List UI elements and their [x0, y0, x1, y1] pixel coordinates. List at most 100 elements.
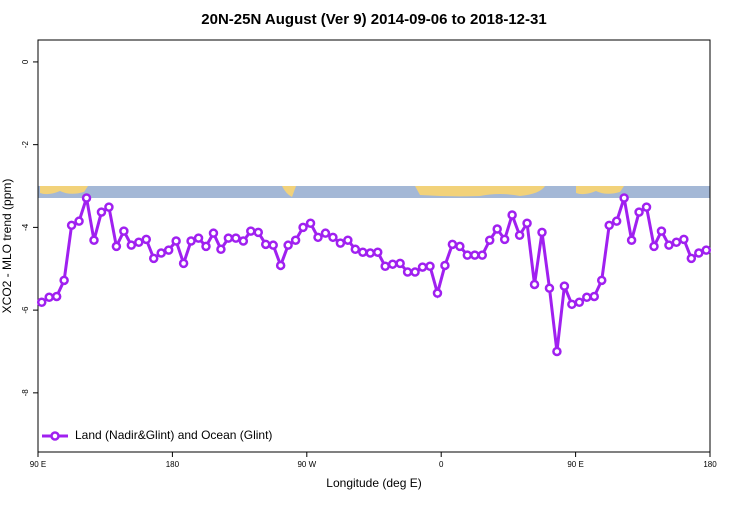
point — [432, 288, 443, 298]
point — [537, 227, 547, 238]
plot-frame — [37, 39, 711, 453]
legend-label: Land (Nadir&Glint) and Ocean (Glint) — [75, 428, 272, 442]
point — [365, 248, 376, 258]
point — [104, 202, 114, 212]
point — [455, 241, 465, 252]
point — [686, 253, 697, 264]
point — [402, 267, 413, 277]
point — [74, 216, 84, 226]
point — [634, 207, 644, 217]
point — [492, 224, 502, 234]
point — [223, 233, 234, 243]
point — [559, 281, 570, 291]
x-tick-label: 180 — [166, 460, 180, 469]
point — [694, 248, 704, 258]
point — [701, 245, 712, 255]
point — [216, 244, 226, 255]
y-tick-label: 0 — [21, 59, 30, 64]
point — [425, 261, 435, 272]
point — [514, 230, 525, 240]
y-tick-label: -2 — [21, 141, 30, 149]
point — [186, 236, 196, 246]
point — [253, 227, 264, 238]
point — [275, 260, 286, 271]
point — [619, 193, 629, 203]
y-tick-label: -8 — [21, 389, 30, 397]
point — [522, 218, 532, 228]
point — [664, 240, 674, 250]
point — [96, 207, 107, 217]
point — [89, 235, 99, 245]
point — [163, 245, 174, 255]
point — [208, 228, 219, 238]
point — [417, 262, 428, 272]
point — [246, 226, 256, 236]
y-tick-label: -6 — [21, 306, 30, 314]
point — [171, 236, 181, 246]
point — [626, 235, 637, 245]
point — [477, 250, 488, 260]
point — [641, 202, 652, 212]
point — [596, 275, 607, 286]
point — [320, 228, 331, 238]
point — [66, 220, 77, 231]
point — [193, 233, 204, 243]
point — [305, 218, 316, 228]
point — [51, 291, 62, 302]
x-axis-label: Longitude (deg E) — [326, 476, 421, 490]
point — [148, 253, 159, 264]
point — [335, 238, 346, 248]
point — [372, 247, 383, 257]
point — [567, 299, 577, 310]
point — [119, 226, 129, 236]
point — [679, 234, 689, 245]
point — [529, 279, 540, 290]
point — [81, 193, 92, 203]
point — [126, 240, 137, 250]
point — [582, 292, 592, 303]
point — [589, 291, 600, 302]
point — [395, 258, 405, 269]
point — [313, 232, 323, 243]
point — [328, 232, 338, 243]
map-strip — [38, 186, 710, 198]
point — [134, 237, 144, 248]
chart-title: 20N-25N August (Ver 9) 2014-09-06 to 201… — [201, 11, 546, 28]
point — [59, 275, 69, 286]
x-tick-label: 90 E — [30, 460, 46, 469]
point — [343, 235, 353, 245]
series-line — [40, 197, 707, 352]
point — [358, 247, 368, 257]
point — [671, 237, 682, 248]
point — [141, 234, 152, 245]
x-tick-label: 90 E — [567, 460, 583, 469]
point — [201, 241, 211, 252]
point — [178, 258, 189, 269]
point — [111, 241, 122, 252]
point — [649, 241, 659, 252]
point — [298, 222, 308, 233]
point — [470, 250, 480, 260]
point — [440, 260, 450, 271]
point — [380, 261, 390, 272]
point — [290, 235, 301, 245]
y-tick-label: -4 — [21, 223, 30, 231]
point — [552, 346, 562, 357]
point — [611, 216, 622, 226]
point — [156, 248, 166, 258]
y-axis-label: XCO2 - MLO trend (ppm) — [0, 179, 14, 314]
point — [260, 239, 271, 250]
point — [44, 292, 54, 303]
point — [574, 297, 585, 308]
point — [238, 236, 249, 246]
point — [499, 234, 510, 245]
point — [350, 244, 361, 255]
x-tick-label: 90 W — [297, 460, 316, 469]
point — [656, 226, 667, 236]
point — [268, 240, 278, 250]
point — [447, 239, 458, 250]
point — [283, 240, 293, 250]
point — [462, 250, 473, 260]
legend-marker — [50, 431, 60, 441]
